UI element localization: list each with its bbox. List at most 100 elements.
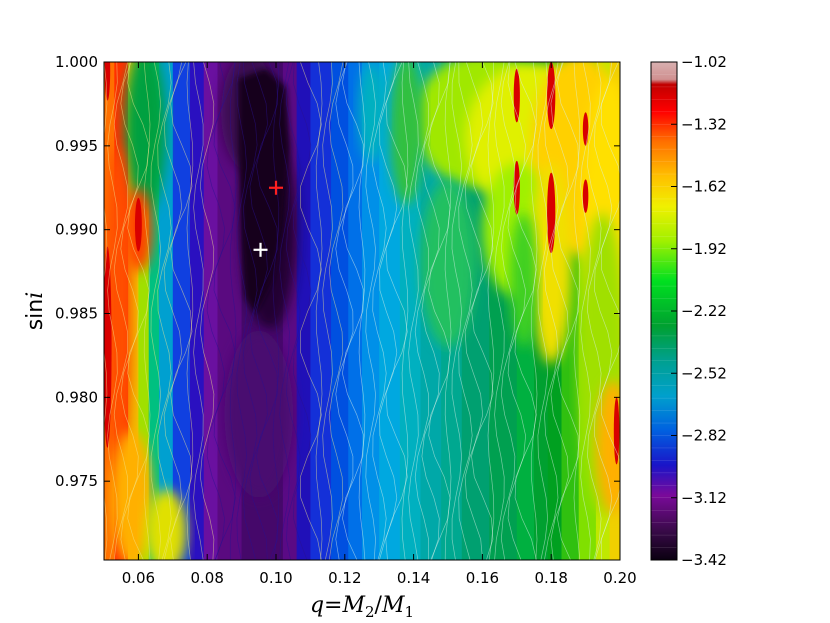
contour-line (379, 62, 398, 560)
x-tick-label: 0.12 (328, 569, 361, 587)
contour-line (322, 62, 333, 560)
y-tick-label: 0.975 (55, 472, 98, 490)
y-tick-label: 0.980 (55, 388, 98, 406)
y-tick-label: 0.990 (55, 221, 98, 239)
contour-line (236, 62, 247, 560)
heatmap-field (104, 62, 620, 560)
contour-line (458, 62, 473, 560)
colorbar-tick-label: −3.12 (681, 489, 727, 507)
heatmap-peak (582, 112, 589, 146)
contour-line (530, 62, 538, 560)
contour-line (464, 62, 484, 560)
contour-line (385, 62, 408, 560)
contour-line (494, 62, 505, 560)
contour-line (550, 62, 569, 560)
contour-line (342, 62, 365, 560)
contour-line (299, 62, 322, 560)
x-tick-label: 0.20 (603, 569, 636, 587)
contour-line (186, 62, 194, 560)
contour-line (256, 62, 278, 560)
heatmap-band (331, 62, 349, 560)
contour-line (372, 62, 387, 560)
heatmap-band (203, 62, 219, 560)
contour-line (193, 62, 204, 560)
y-tick-label: 0.995 (55, 137, 98, 155)
heatmap-peak (613, 397, 620, 465)
contour-line (150, 62, 161, 560)
contour-line (206, 62, 225, 560)
contour-line (213, 62, 236, 560)
heatmap-blob (595, 380, 620, 515)
colorbar-tick-label: −1.32 (681, 115, 727, 133)
heatmap-blob (124, 62, 166, 213)
contour-line (401, 62, 409, 560)
x-tick-label: 0.18 (534, 569, 567, 587)
heatmap-peak (134, 197, 142, 252)
y-axis: 1.000 0.995 0.990 0.985 0.980 0.975 (55, 53, 620, 490)
contour-line (414, 62, 429, 560)
contour-line (243, 62, 258, 560)
contour-line (587, 62, 602, 560)
contour-line (107, 62, 118, 560)
contour-line (487, 62, 495, 560)
colorbar-tick-label: −2.52 (681, 364, 727, 382)
contour-line (279, 62, 290, 560)
contour-line (421, 62, 440, 560)
contour-line (286, 62, 301, 560)
heatmap-blob (509, 212, 538, 348)
plot-frame (103, 61, 621, 561)
contour-line (593, 62, 613, 560)
colorbar-tick-label: −2.82 (681, 427, 727, 445)
best-fit-markers (253, 180, 283, 257)
heatmap-band (159, 62, 174, 560)
y-axis-title: sini (23, 292, 48, 331)
contour-line (358, 62, 366, 560)
x-tick-label: 0.14 (397, 569, 430, 587)
contour-line (600, 62, 620, 560)
colorbar-tick-label: −2.22 (681, 302, 727, 320)
heatmap-blob (224, 330, 294, 498)
contour-line (335, 62, 354, 560)
contour-line (120, 62, 139, 560)
contour-line (580, 62, 591, 560)
x-tick-label: 0.08 (190, 569, 223, 587)
heatmap-peak (547, 172, 556, 254)
contour-line (408, 62, 419, 560)
heatmap-band (190, 62, 205, 560)
contour-line (507, 62, 526, 560)
colorbar-tick-label: −1.02 (681, 53, 727, 71)
colorbar-tick-label: −1.62 (681, 178, 727, 196)
contour-line (537, 62, 548, 560)
contour-line (163, 62, 183, 560)
white-cross-marker (253, 242, 268, 257)
contour-line (557, 62, 579, 560)
heatmap-band (362, 62, 380, 560)
contour-line (328, 62, 344, 560)
y-tick-label: 1.000 (55, 53, 98, 71)
colorbar-tick-label: −1.92 (681, 240, 727, 258)
contour-line (272, 62, 280, 560)
contour-line (249, 62, 268, 560)
contour-line (573, 62, 581, 560)
contour-line (428, 62, 451, 560)
heatmap-band (310, 62, 332, 560)
contour-line (365, 62, 376, 560)
colorbar-ticks: −1.02 −1.32 −1.62 −1.92 −2.22 −2.52 −2.82 −3.12… (671, 53, 727, 569)
heatmap-peak (104, 62, 111, 101)
contour-line (229, 62, 237, 560)
colorbar: −1.02 −1.32 −1.62 −1.92 −2.22 −2.52 −2.82 −3.12… (650, 53, 727, 569)
x-axis: 0.06 0.08 0.10 0.12 0.14 0.16 0.18 0.20 (122, 62, 637, 587)
heatmap-band (138, 62, 150, 560)
contour-line (500, 62, 516, 560)
x-tick-label: 0.10 (259, 569, 292, 587)
heatmap-blob (358, 62, 387, 163)
contour-line (444, 62, 452, 560)
contour-line (170, 62, 193, 560)
contour-line (544, 62, 559, 560)
heatmap-peak (582, 179, 589, 213)
heatmap-band (348, 62, 363, 560)
contour-line (143, 62, 151, 560)
heatmap-blob (420, 179, 476, 348)
heatmap-blob (145, 489, 187, 560)
